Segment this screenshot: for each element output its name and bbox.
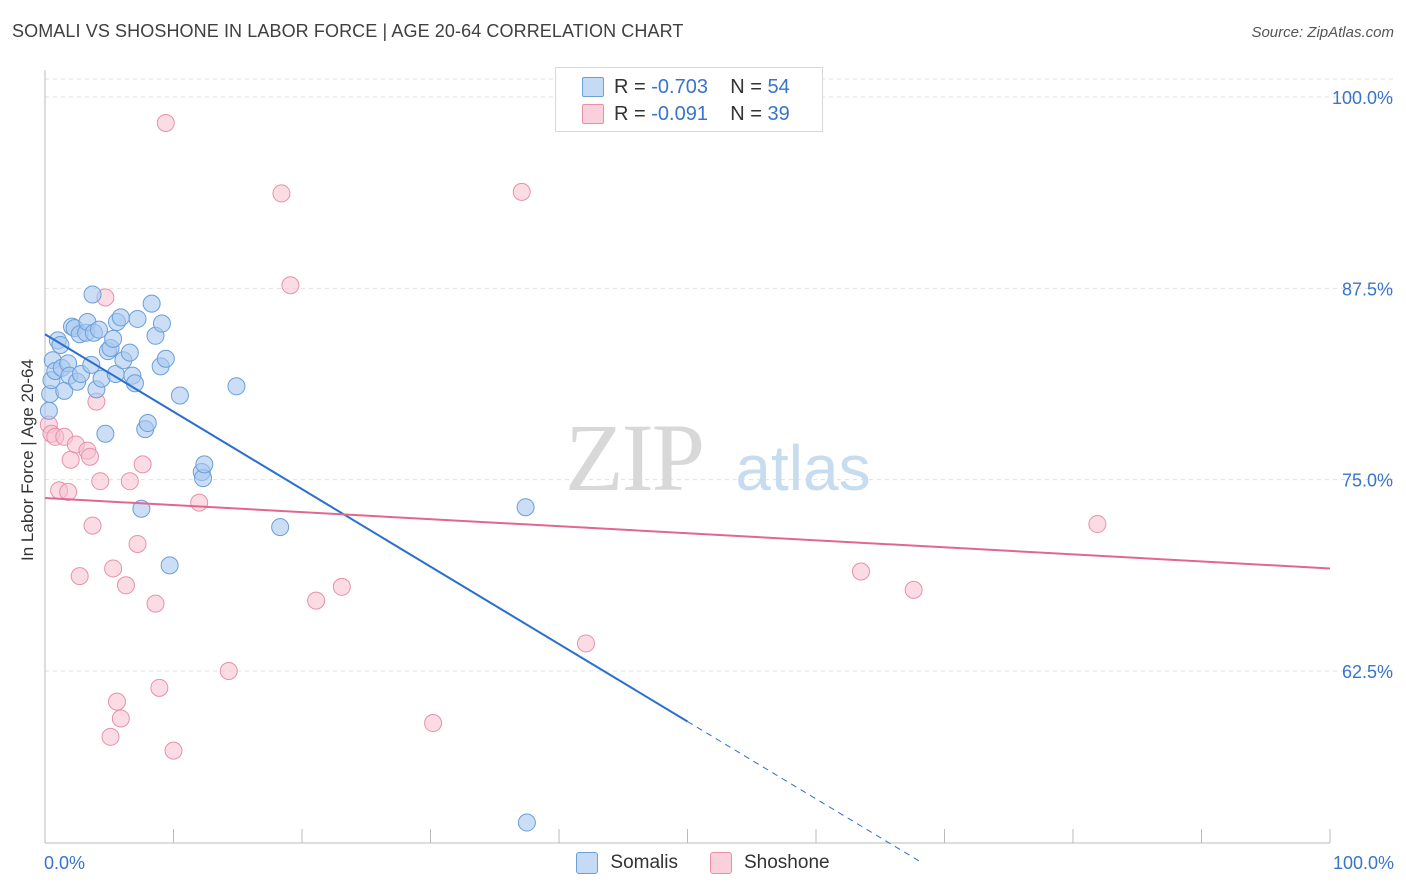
somalis-legend-swatch (576, 852, 599, 874)
axis-layer (44, 70, 1331, 844)
shoshone-point (164, 741, 183, 760)
x-tick-label-min: 0.0% (44, 853, 86, 873)
somalis-point (160, 556, 179, 575)
shoshone-point (150, 678, 169, 697)
somalis-point (104, 329, 123, 348)
somalis-r-value: -0.703 (651, 75, 708, 98)
somalis-n-value: 54 (767, 75, 790, 98)
correlation-legend: R = -0.703 N = 54 R = -0.091 N = 39 (555, 67, 823, 132)
series-legend-somalis: Somalis (576, 852, 678, 874)
shoshone-swatch (582, 104, 604, 124)
shoshone-point (219, 662, 238, 680)
y-tick-label: 62.5% (1342, 662, 1393, 682)
somalis-point (170, 386, 189, 405)
shoshone-point (307, 591, 326, 610)
shoshone-point (851, 562, 870, 581)
legend-row-shoshone: R = -0.091 N = 39 (582, 102, 790, 126)
x-tick-label-max: 100.0% (1332, 853, 1394, 873)
shoshone-point (424, 714, 443, 733)
shoshone-point (904, 580, 923, 599)
somalis-swatch (582, 77, 604, 97)
shoshone-point (83, 516, 102, 535)
somalis-point (156, 349, 175, 368)
y-axis-label: In Labor Force | Age 20-64 (18, 359, 37, 561)
watermark-zip: ZIP (565, 404, 703, 511)
somalis-point (152, 314, 171, 333)
shoshone-point (101, 727, 120, 746)
shoshone-point (272, 184, 291, 203)
y-tick-label: 100.0% (1332, 88, 1393, 108)
somalis-r-label: R = (614, 75, 646, 98)
somalis-point (517, 813, 536, 832)
shoshone-trendline (44, 497, 1331, 570)
shoshone-r-label: R = (614, 102, 646, 125)
somalis-point (111, 308, 130, 327)
shoshone-point (281, 276, 300, 295)
somalis-point (227, 377, 246, 396)
somalis-trendline (44, 333, 689, 723)
shoshone-n-label: N = (730, 102, 762, 125)
somalis-point (195, 455, 214, 474)
shoshone-point (1088, 515, 1107, 534)
somalis-point (96, 424, 115, 443)
somalis-point (128, 309, 147, 328)
source-label: Source: ZipAtlas.com (1251, 24, 1394, 41)
shoshone-point (128, 534, 147, 553)
shoshone-point (116, 576, 135, 595)
shoshone-r-value: -0.091 (651, 102, 708, 125)
shoshone-point (70, 567, 89, 586)
shoshone-point (512, 182, 531, 201)
shoshone-point (156, 114, 175, 133)
somalis-point (39, 401, 58, 420)
somalis-n-label: N = (730, 75, 762, 98)
shoshone-point (190, 493, 209, 512)
shoshone-point (146, 594, 165, 613)
somalis-point (89, 320, 108, 339)
somalis-point (516, 498, 535, 517)
shoshone-point (91, 472, 110, 491)
shoshone-point (111, 709, 130, 728)
grid-layer (45, 78, 1394, 672)
shoshone-point (80, 447, 99, 466)
legend-row-somalis: R = -0.703 N = 54 (582, 75, 790, 99)
somalis-points (39, 285, 536, 832)
shoshone-point (133, 455, 152, 474)
watermark-atlas: atlas (735, 432, 870, 504)
shoshone-legend-swatch (710, 852, 732, 874)
shoshone-point (104, 559, 123, 578)
shoshone-point (332, 577, 351, 596)
shoshone-points (39, 114, 1107, 760)
somalis-point (83, 285, 102, 304)
y-tick-labels: 62.5% 75.0% 87.5% 100.0% (1332, 88, 1393, 682)
somalis-legend-label: Somalis (610, 852, 678, 873)
shoshone-legend-label: Shoshone (744, 852, 830, 873)
series-legend: Somalis Shoshone (0, 852, 1406, 874)
somalis-point (120, 343, 139, 362)
shoshone-point (59, 482, 78, 501)
series-legend-shoshone: Shoshone (710, 852, 830, 874)
chart-title: SOMALI VS SHOSHONE IN LABOR FORCE | AGE … (12, 21, 684, 41)
shoshone-point (107, 692, 126, 711)
watermark: ZIP atlas (565, 404, 871, 511)
shoshone-n-value: 39 (767, 102, 790, 125)
shoshone-point (576, 634, 595, 653)
shoshone-point (120, 472, 139, 491)
somalis-point (142, 294, 161, 313)
somalis-point (138, 414, 157, 433)
somalis-trendline-extension (687, 721, 922, 863)
trend-layer (44, 333, 1331, 863)
y-tick-label: 87.5% (1342, 279, 1393, 299)
somalis-point (271, 518, 290, 537)
shoshone-point (61, 450, 80, 469)
y-tick-label: 75.0% (1342, 471, 1393, 491)
